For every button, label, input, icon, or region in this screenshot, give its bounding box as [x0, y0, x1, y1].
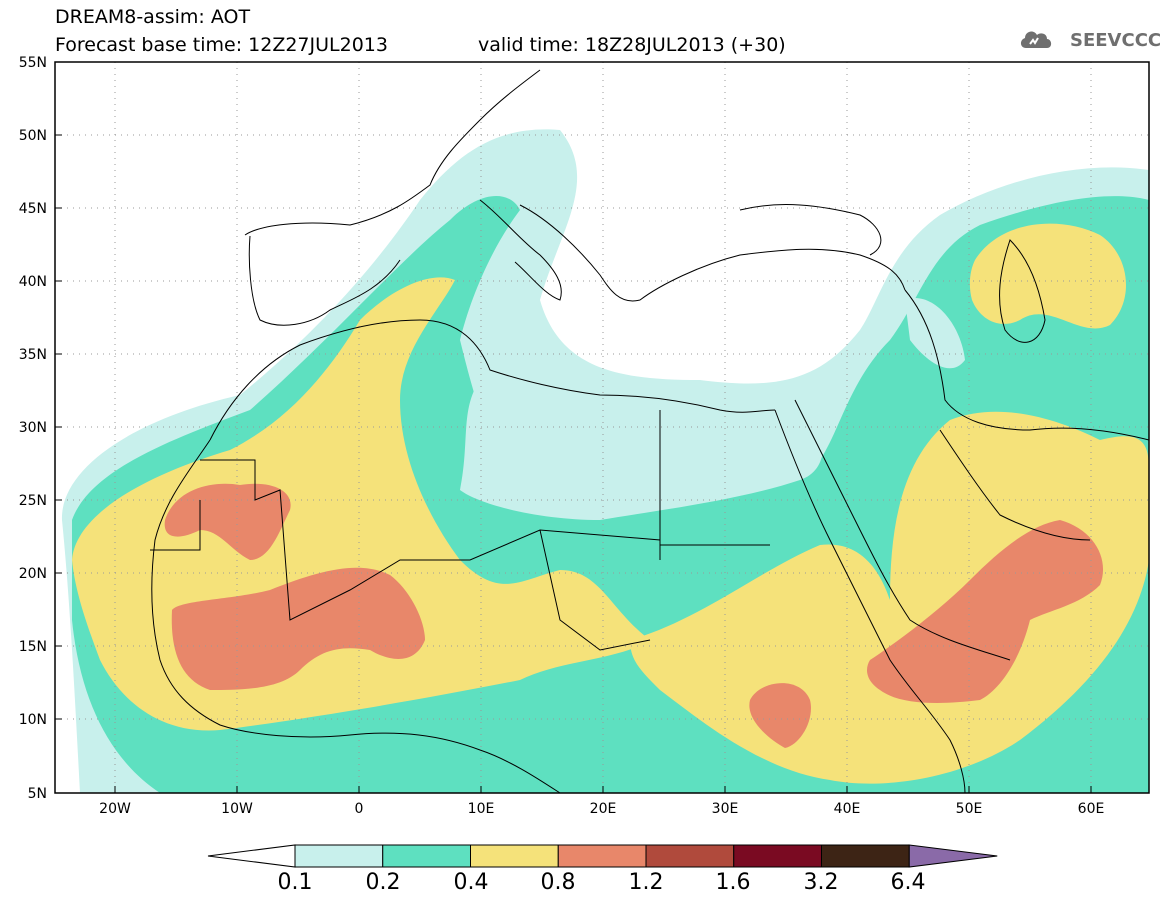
colorbar-label: 3.2: [803, 870, 839, 895]
logo-text: SEEVCCC: [1070, 30, 1162, 51]
x-tick-label: 20W: [99, 801, 131, 817]
y-tick-label: 15N: [19, 639, 47, 655]
colorbar-label: 1.2: [628, 870, 664, 895]
y-tick-label: 20N: [19, 566, 47, 582]
coastlines: [150, 69, 1149, 793]
colorbar-label: 6.4: [890, 870, 926, 895]
x-tick-label: 0: [355, 801, 364, 817]
map-title: DREAM8-assim: AOT: [55, 6, 251, 28]
aot-band-0.8-ethiopia: [749, 683, 811, 748]
x-tick-label: 10W: [221, 801, 253, 817]
y-tick-label: 10N: [19, 712, 47, 728]
y-tick-label: 35N: [19, 347, 47, 363]
aot-band-0.8-arabia: [867, 520, 1104, 703]
forecast-base-time: Forecast base time: 12Z27JUL2013: [55, 34, 388, 56]
aot-band-0.1-inner: [460, 371, 823, 520]
cloud-logo-icon: [1020, 31, 1052, 48]
x-tick-label: 50E: [956, 801, 983, 817]
valid-time: valid time: 18Z28JUL2013 (+30): [478, 34, 786, 56]
colorbar-label: 0.1: [277, 870, 313, 895]
x-tick-label: 20E: [590, 801, 617, 817]
colorbar-label: 1.6: [715, 870, 751, 895]
x-tick-label: 40E: [834, 801, 861, 817]
y-tick-label: 40N: [19, 274, 47, 290]
y-tick-label: 45N: [19, 201, 47, 217]
y-tick-label: 30N: [19, 420, 47, 436]
y-tick-label: 55N: [19, 55, 47, 71]
y-tick-label: 50N: [19, 128, 47, 144]
colorbar-label: 0.2: [365, 870, 401, 895]
aot-band-0.8-mauritania: [164, 483, 291, 560]
colorbar-label: 0.8: [540, 870, 576, 895]
aot-band-0.8-mali: [171, 567, 425, 690]
x-tick-label: 30E: [712, 801, 739, 817]
y-tick-label: 25N: [19, 493, 47, 509]
y-tick-label: 5N: [28, 786, 47, 802]
colorbar-label: 0.4: [453, 870, 489, 895]
aot-band-0.4-caspian: [969, 223, 1127, 329]
x-tick-label: 60E: [1078, 801, 1105, 817]
aot-band-0.1-arabia: [905, 298, 965, 369]
x-tick-label: 10E: [468, 801, 495, 817]
